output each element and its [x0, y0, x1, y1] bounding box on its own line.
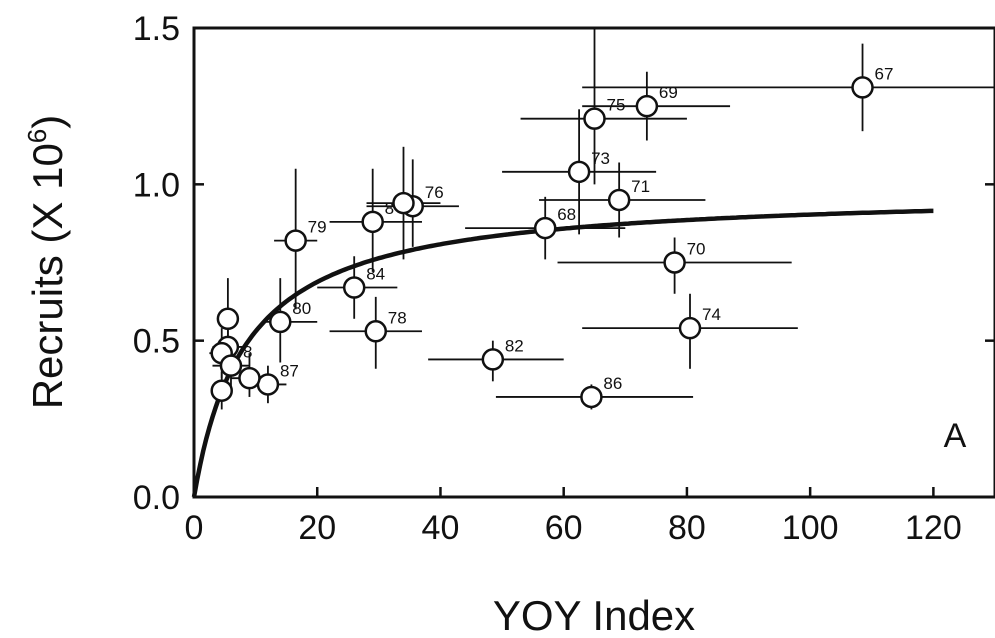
data-point [216, 307, 240, 331]
point-label: 73 [591, 149, 610, 168]
x-tick-label: 60 [545, 509, 583, 547]
data-point [238, 366, 261, 390]
point-label: 80 [292, 299, 311, 318]
data-point [663, 251, 686, 274]
data-point [284, 229, 307, 252]
y-axis-title: Recruits (X 106) [22, 115, 71, 410]
data-point [481, 348, 505, 371]
x-tick-label: 120 [905, 509, 962, 547]
fit-curve-layer [191, 208, 934, 498]
panel-label: A [944, 417, 967, 455]
data-point [635, 94, 659, 118]
y-tick-label: 1.0 [133, 166, 180, 204]
x-tick-label: 80 [668, 509, 706, 547]
point-label: 71 [631, 177, 650, 196]
data-point [567, 160, 591, 184]
y-axis-title-main: Recruits (X 10 [24, 143, 71, 409]
y-axis-title-close: ) [24, 115, 71, 129]
point-label: 76 [425, 183, 444, 202]
x-tick-label: 0 [185, 509, 204, 547]
x-tick-label: 40 [422, 509, 460, 547]
data-point [392, 191, 415, 215]
point-label: 84 [366, 265, 385, 284]
data-point [533, 216, 557, 240]
y-tick-label: 0.5 [133, 323, 180, 361]
point-label: 82 [505, 336, 524, 355]
data-point [607, 188, 631, 212]
y-tick-label: 0.0 [133, 479, 180, 517]
data-point [583, 107, 606, 130]
point-label: 74 [702, 305, 721, 324]
fit-curve [191, 208, 934, 498]
data-point [219, 354, 243, 377]
data-point [361, 210, 384, 234]
point-label: 8 [243, 343, 252, 362]
x-axis: 0 20 40 60 80 100 120 [185, 487, 962, 547]
data-point [342, 276, 366, 299]
data-points [210, 76, 874, 409]
point-label: 70 [687, 240, 706, 259]
data-point [851, 76, 874, 99]
point-label: 69 [659, 83, 678, 102]
x-tick-label: 20 [298, 509, 336, 547]
point-label: 68 [557, 205, 576, 224]
data-point [269, 310, 292, 334]
point-label: 86 [603, 374, 622, 393]
data-point [678, 316, 702, 340]
data-point [256, 373, 280, 396]
point-label: 8 [385, 199, 394, 218]
data-point [210, 379, 233, 402]
data-point [580, 385, 603, 409]
point-label: 67 [875, 64, 894, 83]
x-tick-label: 100 [782, 509, 839, 547]
point-label: 79 [308, 218, 327, 237]
y-axis-title-sup: 6 [22, 129, 52, 143]
point-label: 75 [607, 96, 626, 115]
data-point [364, 320, 388, 343]
y-tick-label: 1.5 [133, 10, 180, 48]
y-axis: 0.0 0.5 1.0 1.5 [133, 10, 995, 517]
point-label: 78 [388, 308, 407, 327]
x-axis-title: YOY Index [493, 592, 695, 638]
point-label: 87 [280, 361, 299, 380]
error-bars [209, 28, 995, 410]
point-labels: 67 69 75 73 71 68 70 74 86 82 76 8 79 84 78 80 87 8 [243, 64, 893, 393]
